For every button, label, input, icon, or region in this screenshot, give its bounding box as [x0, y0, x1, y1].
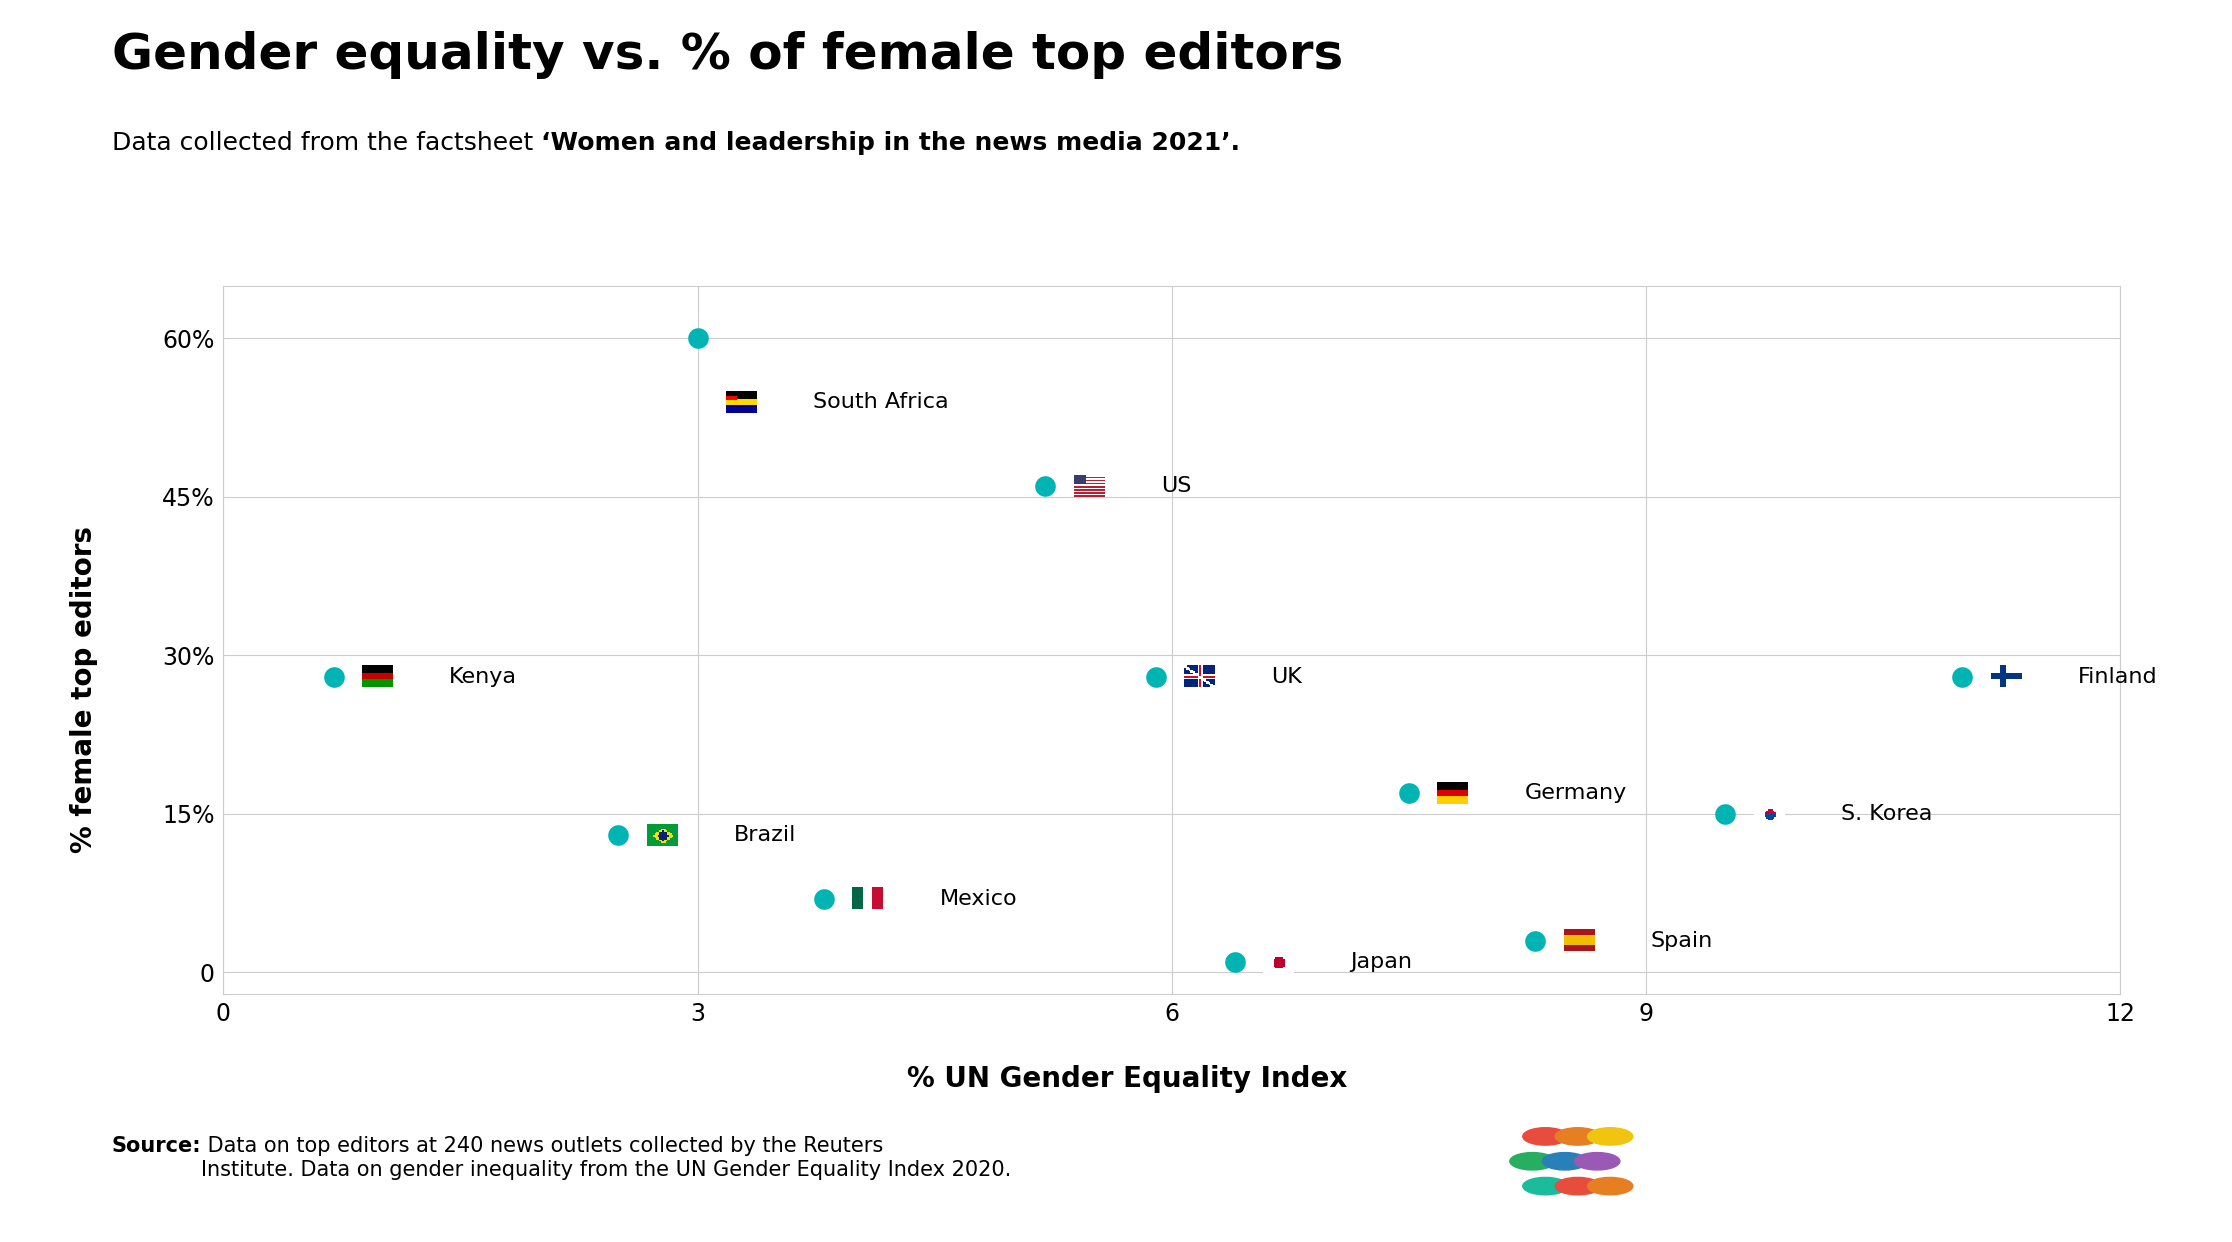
Text: Data on top editors at 240 news outlets collected by the Reuters
Institute. Data: Data on top editors at 240 news outlets … [201, 1136, 1011, 1180]
Circle shape [1522, 1177, 1569, 1195]
Circle shape [1587, 1128, 1634, 1145]
Circle shape [1587, 1177, 1634, 1195]
Point [679, 329, 714, 349]
Text: ‘Women and leadership in the news media 2021’.: ‘Women and leadership in the news media … [540, 130, 1239, 155]
Text: UNIVERSITY OF: UNIVERSITY OF [2011, 1136, 2100, 1149]
Text: US: US [1161, 477, 1192, 497]
Circle shape [1556, 1128, 1600, 1145]
Text: UK: UK [1272, 667, 1301, 687]
Point [806, 888, 841, 908]
Text: % female top editors: % female top editors [69, 525, 98, 853]
Circle shape [1509, 1153, 1556, 1170]
Text: South Africa: South Africa [812, 392, 949, 412]
Circle shape [1522, 1128, 1569, 1145]
Text: Germany: Germany [1524, 782, 1627, 802]
Text: Finland: Finland [2078, 667, 2158, 687]
Point [1518, 930, 1553, 950]
Text: Mexico: Mexico [940, 888, 1018, 908]
Text: Japan: Japan [1350, 951, 1413, 972]
Text: Source:: Source: [112, 1136, 201, 1156]
Circle shape [1574, 1153, 1620, 1170]
Text: REUTERS: REUTERS [1672, 1145, 1750, 1160]
Text: Data collected from the factsheet: Data collected from the factsheet [112, 130, 540, 155]
Text: Kenya: Kenya [449, 667, 518, 687]
Text: S. Korea: S. Korea [1841, 804, 1933, 823]
Point [1707, 804, 1743, 823]
Point [1138, 667, 1174, 687]
Text: Gender equality vs. % of female top editors: Gender equality vs. % of female top edit… [112, 31, 1344, 79]
Point [600, 825, 636, 845]
Point [1391, 782, 1426, 802]
Text: % UN Gender Equality Index: % UN Gender Equality Index [906, 1066, 1348, 1093]
Text: INSTITUTE: INSTITUTE [1665, 1179, 1754, 1194]
Circle shape [1542, 1153, 1587, 1170]
Point [317, 667, 353, 687]
Text: OXFORD: OXFORD [2007, 1172, 2105, 1192]
Text: Spain: Spain [1652, 930, 1714, 951]
Point [1216, 951, 1252, 971]
Text: Brazil: Brazil [734, 825, 797, 845]
Point [1027, 477, 1062, 497]
Point [1944, 667, 1980, 687]
Circle shape [1556, 1177, 1600, 1195]
